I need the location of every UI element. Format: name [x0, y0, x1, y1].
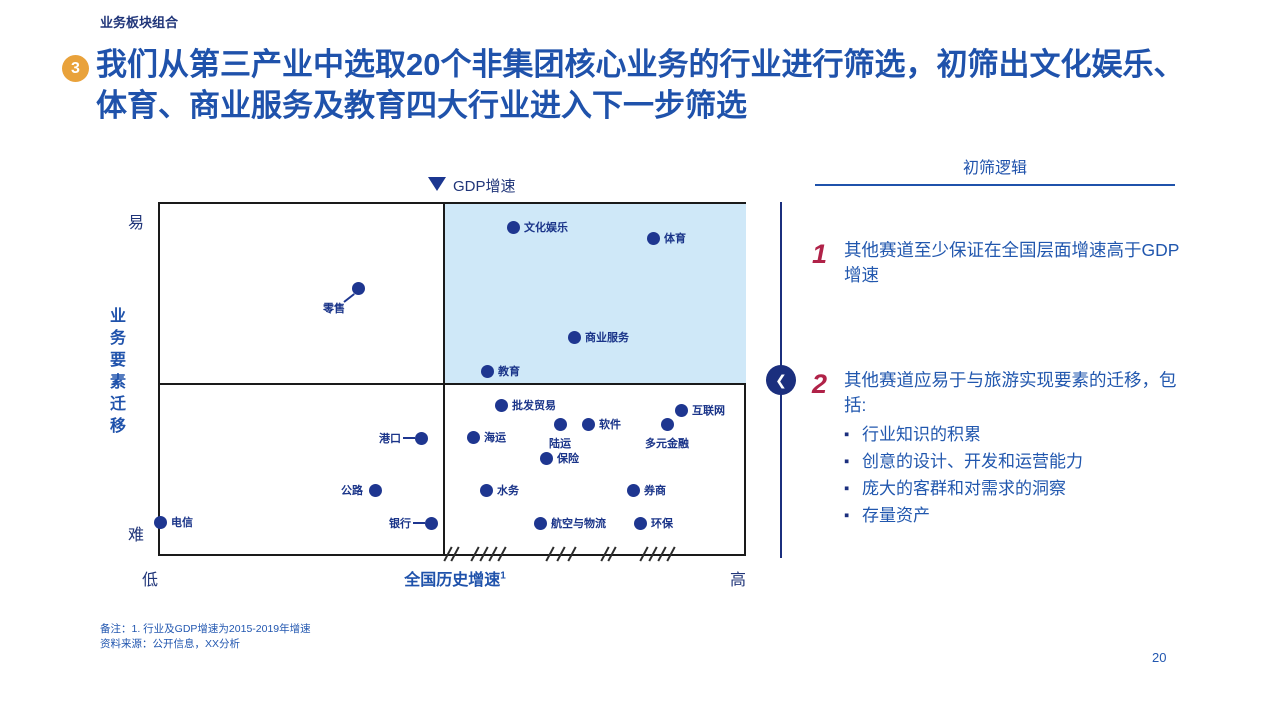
- data-point-label: 电信: [171, 517, 193, 529]
- data-point-label: 陆运: [549, 438, 571, 450]
- footnotes: 备注：1. 行业及GDP增速为2015-2019年增速 资料来源：公开信息，XX…: [100, 622, 311, 652]
- data-point-label: 水务: [497, 485, 519, 497]
- data-point-dot: [424, 516, 438, 530]
- panel-item-text: 其他赛道应易于与旅游实现要素的迁移，包括:行业知识的积累创意的设计、开发和运营能…: [844, 368, 1180, 529]
- data-point-dot: [479, 483, 493, 497]
- data-point-dot: [153, 515, 167, 529]
- bullet-item: 庞大的客群和对需求的洞察: [844, 475, 1180, 502]
- data-point-label: 零售: [323, 303, 345, 315]
- data-point-label: 银行: [389, 518, 411, 530]
- axis-break-tick: [556, 546, 566, 562]
- label-connector-line: [413, 522, 425, 524]
- bullet-item: 行业知识的积累: [844, 421, 1180, 448]
- panel-item-number: 1: [812, 239, 828, 269]
- y-axis-bottom-label: 难: [128, 527, 145, 544]
- panel-title: 初筛逻辑: [815, 154, 1175, 186]
- data-point-label: 保险: [557, 453, 579, 465]
- panel-item-bullets: 行业知识的积累创意的设计、开发和运营能力庞大的客群和对需求的洞察存量资产: [844, 421, 1180, 529]
- axis-break-tick: [488, 546, 498, 562]
- footnote-line: 备注：1. 行业及GDP增速为2015-2019年增速: [100, 623, 311, 635]
- horizontal-divider: [160, 383, 744, 385]
- scatter-plot: 文化娱乐体育零售商业服务教育批发贸易 互联网陆运 软件多元金融 海运 港口保险公路 水务 券…: [153, 202, 746, 562]
- axis-break-tick: [648, 546, 658, 562]
- data-point-label: 互联网: [692, 405, 725, 417]
- data-point-label: 文化娱乐: [524, 222, 568, 234]
- label-connector-line: [403, 437, 415, 439]
- data-point-dot: [553, 417, 567, 431]
- axis-break-tick: [666, 546, 676, 562]
- data-point-label: 批发贸易: [512, 400, 556, 412]
- data-point-dot: [633, 516, 647, 530]
- page-number: 20: [1152, 650, 1167, 665]
- kicker-label: 业务板块组合: [100, 15, 179, 30]
- data-point-label: 港口: [379, 433, 401, 445]
- axis-break-tick: [657, 546, 667, 562]
- page-title: 我们从第三产业中选取20个非集团核心业务的行业进行筛选，初筛出文化娱乐、体育、商…: [96, 47, 1185, 123]
- data-point-dot: [533, 516, 547, 530]
- panel-item: 2 其他赛道应易于与旅游实现要素的迁移，包括:行业知识的积累创意的设计、开发和运营…: [812, 368, 1184, 529]
- panel-item-number: 2: [812, 369, 828, 399]
- vertical-divider: [443, 383, 445, 554]
- data-point-dot: [480, 364, 494, 378]
- label-connector-line: [343, 293, 355, 303]
- bullet-item: 存量资产: [844, 502, 1180, 529]
- highlight-quadrant: [443, 204, 746, 383]
- x-axis-title: 全国历史增速1: [330, 566, 580, 590]
- data-point-dot: [494, 398, 508, 412]
- panel-item-text: 其他赛道至少保证在全国层面增速高于GDP增速: [844, 240, 1180, 285]
- data-point-label: 航空与物流: [551, 518, 606, 530]
- footnote-line: 资料来源：公开信息，XX分析: [100, 638, 241, 650]
- data-point-label: 券商: [644, 485, 666, 497]
- panel-item: 1 其他赛道至少保证在全国层面增速高于GDP增速: [812, 238, 1184, 288]
- section-number-badge: 3: [62, 55, 89, 82]
- data-point-label: 商业服务: [585, 332, 629, 344]
- x-axis-title-text: 全国历史增速: [404, 572, 501, 589]
- data-point-dot: [414, 431, 428, 445]
- data-point-dot: [506, 220, 520, 234]
- data-point-dot: [581, 417, 595, 431]
- data-point-dot: [674, 403, 688, 417]
- data-point-label: 海运: [484, 432, 506, 444]
- data-point-label: 多元金融: [645, 438, 689, 450]
- bullet-item: 创意的设计、开发和运营能力: [844, 448, 1180, 475]
- x-axis-high-label: 高: [730, 572, 747, 589]
- data-point-dot: [660, 417, 674, 431]
- axis-break-tick: [470, 546, 480, 562]
- x-axis-title-superscript: 1: [500, 570, 506, 582]
- data-point-label: 公路: [341, 485, 363, 497]
- gdp-marker-triangle-icon: [428, 177, 446, 191]
- data-point-dot: [539, 451, 553, 465]
- chevron-left-icon: ❮: [766, 365, 796, 395]
- data-point-dot: [351, 281, 365, 295]
- axis-break-tick: [479, 546, 489, 562]
- data-point-dot: [368, 483, 382, 497]
- axis-break-tick: [545, 546, 555, 562]
- data-point-dot: [567, 330, 581, 344]
- data-point-label: 教育: [498, 366, 520, 378]
- data-point-label: 体育: [664, 233, 686, 245]
- data-point-label: 环保: [651, 518, 673, 530]
- axis-break-tick: [567, 546, 577, 562]
- y-axis-top-label: 易: [128, 215, 145, 232]
- axis-break-tick: [639, 546, 649, 562]
- x-axis-low-label: 低: [142, 572, 159, 589]
- data-point-dot: [626, 483, 640, 497]
- gdp-marker-label: GDP增速: [453, 178, 516, 195]
- data-point-dot: [466, 430, 480, 444]
- data-point-dot: [646, 231, 660, 245]
- data-point-label: 软件: [599, 419, 621, 431]
- y-axis-title: 业务要素迁移: [107, 307, 124, 439]
- axis-break-tick: [497, 546, 507, 562]
